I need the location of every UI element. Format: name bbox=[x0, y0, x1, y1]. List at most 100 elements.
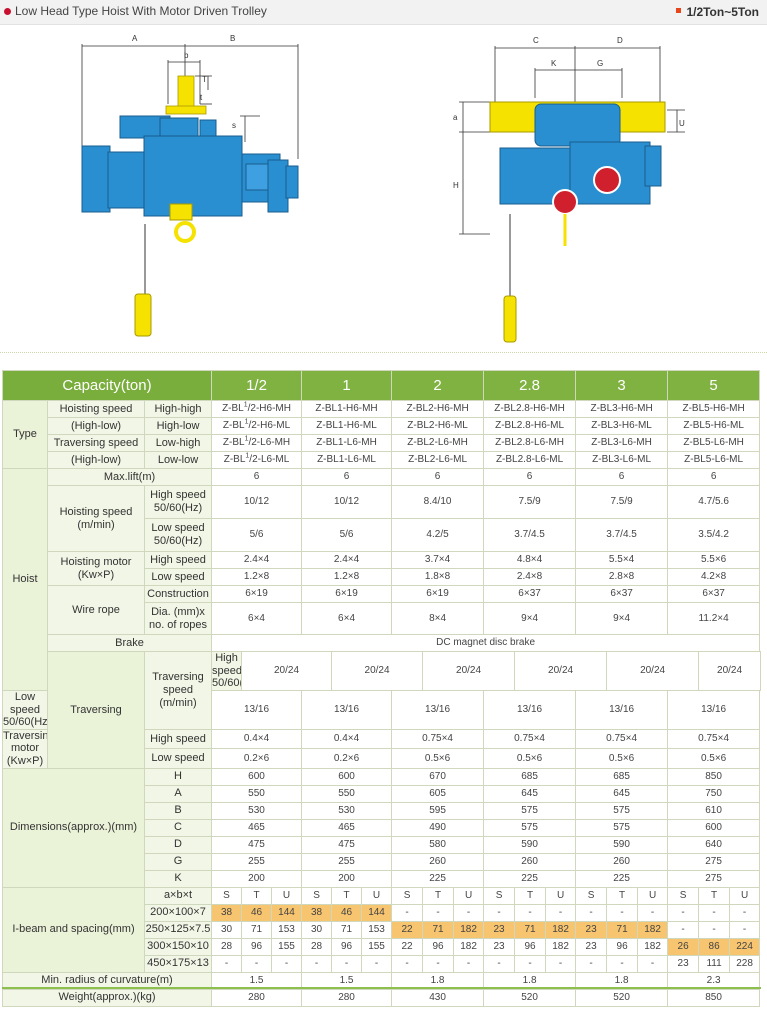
hoist-speed-low-cell: 3.5/4.2 bbox=[667, 518, 761, 552]
ibeam-spacing-cell: - bbox=[391, 954, 424, 973]
ibeam-spacing-cell: - bbox=[606, 903, 639, 922]
ibeam-spacing-cell: 182 bbox=[453, 937, 485, 956]
dimension-cell: 850 bbox=[667, 767, 761, 786]
ibeam-spacing-cell: 71 bbox=[606, 920, 639, 939]
dimension-row-label: B bbox=[143, 801, 213, 820]
traversing-speed-label: Traversing speed (m/min) bbox=[143, 651, 213, 730]
model-suffix: /2-L6-MH bbox=[248, 437, 291, 449]
ibeam-spacing-cell: 144 bbox=[271, 903, 303, 922]
dim-label-t: t bbox=[200, 93, 203, 102]
construction-cell: 6×37 bbox=[667, 585, 761, 603]
ibeam-size-label: 450×175×13 bbox=[143, 954, 213, 973]
stu-header: S bbox=[483, 886, 516, 905]
dimension-cell: 595 bbox=[391, 801, 485, 820]
model-code-cell: Z-BL1/2-L6-ML bbox=[211, 451, 303, 469]
ibeam-spacing-cell: 96 bbox=[606, 937, 639, 956]
dim-label-D: D bbox=[617, 36, 623, 45]
dia-label: Dia. (mm)x no. of ropes bbox=[143, 602, 213, 635]
hoist-motor-low-cell: 1.8×8 bbox=[391, 568, 485, 586]
dia-cell: 6×4 bbox=[301, 602, 393, 635]
model-code-cell: Z-BL3-H6-MH bbox=[575, 400, 669, 418]
model-prefix: Z-BL bbox=[223, 454, 246, 466]
dimensions-label: Dimensions(approx.)(mm) bbox=[2, 767, 145, 888]
ibeam-spacing-cell: 71 bbox=[241, 920, 273, 939]
hoist-motor-low-label: Low speed bbox=[143, 568, 213, 586]
dimension-row-label: G bbox=[143, 852, 213, 871]
model-suffix: /2-H6-ML bbox=[248, 420, 291, 432]
type-group-label: (High-low) bbox=[47, 417, 145, 435]
ibeam-spacing-cell: 46 bbox=[331, 903, 363, 922]
ibeam-size-label: 300×150×10 bbox=[143, 937, 213, 956]
hoist-motor-low-cell: 4.2×8 bbox=[667, 568, 761, 586]
trav-speed-low-cell: 13/16 bbox=[483, 689, 577, 730]
dimension-row-label: A bbox=[143, 784, 213, 803]
ibeam-spacing-cell: - bbox=[545, 954, 577, 973]
trav-motor-low-cell: 0.2×6 bbox=[301, 748, 393, 769]
dim-label-b: b bbox=[184, 51, 189, 60]
ibeam-spacing-cell: - bbox=[422, 954, 455, 973]
model-code-cell: Z-BL1-L6-ML bbox=[301, 451, 393, 469]
ibeam-spacing-cell: - bbox=[606, 954, 639, 973]
model-suffix: /2-H6-MH bbox=[247, 403, 291, 415]
hoist-speed-high-label: High speed 50/60(Hz) bbox=[143, 485, 213, 519]
dimension-cell: 750 bbox=[667, 784, 761, 803]
hoist-motor-high-cell: 2.4×4 bbox=[301, 551, 393, 569]
trav-motor-high-cell: 0.75×4 bbox=[575, 728, 669, 750]
dia-cell: 8×4 bbox=[391, 602, 485, 635]
hoist-motor-high-cell: 5.5×4 bbox=[575, 551, 669, 569]
stu-header: S bbox=[211, 886, 243, 905]
spec-table: Capacity(ton) 1/2 1 2 2.8 3 5 Type Hoisting spee… bbox=[1, 370, 761, 1007]
construction-cell: 6×37 bbox=[483, 585, 577, 603]
ibeam-spacing-cell: 86 bbox=[698, 937, 731, 956]
dimension-cell: 685 bbox=[483, 767, 577, 786]
stu-header: T bbox=[422, 886, 455, 905]
ibeam-spacing-cell: 182 bbox=[545, 937, 577, 956]
ibeam-spacing-cell: - bbox=[241, 954, 273, 973]
weight-cell: 280 bbox=[211, 988, 303, 1007]
ibeam-header-label: a×b×t bbox=[143, 886, 213, 905]
capacity-col-header: 3 bbox=[575, 370, 669, 401]
construction-label: Construction bbox=[143, 585, 213, 603]
dimension-cell: 465 bbox=[211, 818, 303, 837]
construction-cell: 6×19 bbox=[391, 585, 485, 603]
ibeam-spacing-cell: - bbox=[331, 954, 363, 973]
hoist-motor-low-cell: 2.8×8 bbox=[575, 568, 669, 586]
dimension-row-label: H bbox=[143, 767, 213, 786]
dim-label-A: A bbox=[132, 34, 138, 43]
ibeam-spacing-cell: 224 bbox=[729, 937, 761, 956]
trav-speed-low-cell: 13/16 bbox=[301, 689, 393, 730]
min-radius-label: Min. radius of curvature(m) bbox=[1, 971, 213, 990]
ibeam-spacing-cell: - bbox=[514, 954, 547, 973]
hoist-motor-low-cell: 2.4×8 bbox=[483, 568, 577, 586]
ibeam-spacing-cell: - bbox=[361, 954, 393, 973]
dimension-cell: 255 bbox=[211, 852, 303, 871]
capacity-col-header: 2.8 bbox=[483, 370, 577, 401]
trav-motor-high-cell: 0.75×4 bbox=[391, 728, 485, 750]
dimension-cell: 575 bbox=[483, 801, 577, 820]
stu-header: U bbox=[729, 886, 761, 905]
model-code-cell: Z-BL3-L6-ML bbox=[575, 451, 669, 469]
ibeam-spacing-cell: 96 bbox=[514, 937, 547, 956]
ibeam-spacing-cell: - bbox=[667, 920, 700, 939]
dimension-cell: 200 bbox=[301, 869, 393, 888]
trav-speed-high-cell: 20/24 bbox=[606, 651, 700, 691]
trav-motor-high-cell: 0.4×4 bbox=[211, 728, 303, 750]
construction-cell: 6×19 bbox=[211, 585, 303, 603]
ibeam-spacing-cell: 153 bbox=[361, 920, 393, 939]
stu-header: T bbox=[698, 886, 731, 905]
capacity-range-text: 1/2Ton~5Ton bbox=[686, 5, 759, 19]
model-sup: 1 bbox=[244, 435, 249, 443]
weight-cell: 850 bbox=[667, 988, 761, 1007]
ibeam-spacing-cell: 96 bbox=[422, 937, 455, 956]
ibeam-spacing-cell: 22 bbox=[391, 920, 424, 939]
capacity-col-header: 2 bbox=[391, 370, 485, 401]
stu-header: U bbox=[545, 886, 577, 905]
model-suffix: /2-L6-ML bbox=[249, 454, 290, 466]
bottom-rule bbox=[2, 987, 761, 989]
dimension-cell: 490 bbox=[391, 818, 485, 837]
dimension-cell: 260 bbox=[575, 852, 669, 871]
ibeam-spacing-cell: - bbox=[637, 954, 669, 973]
dimension-row-label: K bbox=[143, 869, 213, 888]
trav-speed-low-cell: 13/16 bbox=[667, 689, 761, 730]
hoist-side-view-drawing: A B b T t s bbox=[81, 34, 299, 337]
